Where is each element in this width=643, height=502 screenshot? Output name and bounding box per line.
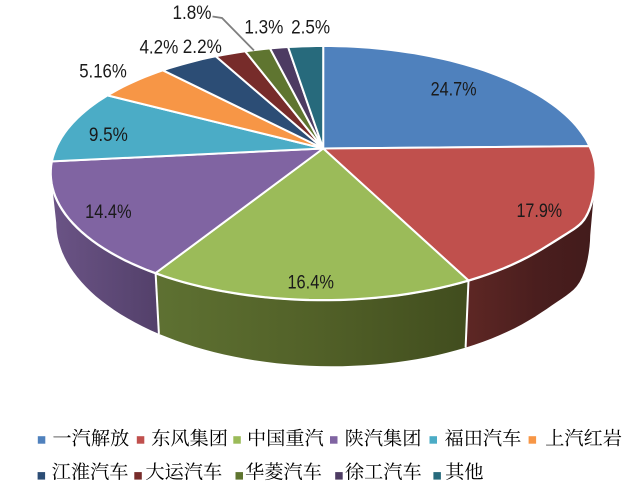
svg-text:1.3%: 1.3% [244, 17, 283, 39]
svg-text:1.8%: 1.8% [173, 2, 212, 24]
svg-text:2.2%: 2.2% [183, 36, 222, 58]
svg-text:5.16%: 5.16% [79, 60, 127, 82]
svg-text:24.7%: 24.7% [431, 79, 477, 101]
svg-text:2.5%: 2.5% [291, 17, 330, 39]
svg-text:4.2%: 4.2% [139, 37, 178, 59]
svg-text:14.4%: 14.4% [85, 201, 132, 223]
svg-text:17.9%: 17.9% [516, 200, 562, 222]
svg-text:16.4%: 16.4% [287, 272, 334, 294]
svg-text:9.5%: 9.5% [89, 124, 128, 146]
